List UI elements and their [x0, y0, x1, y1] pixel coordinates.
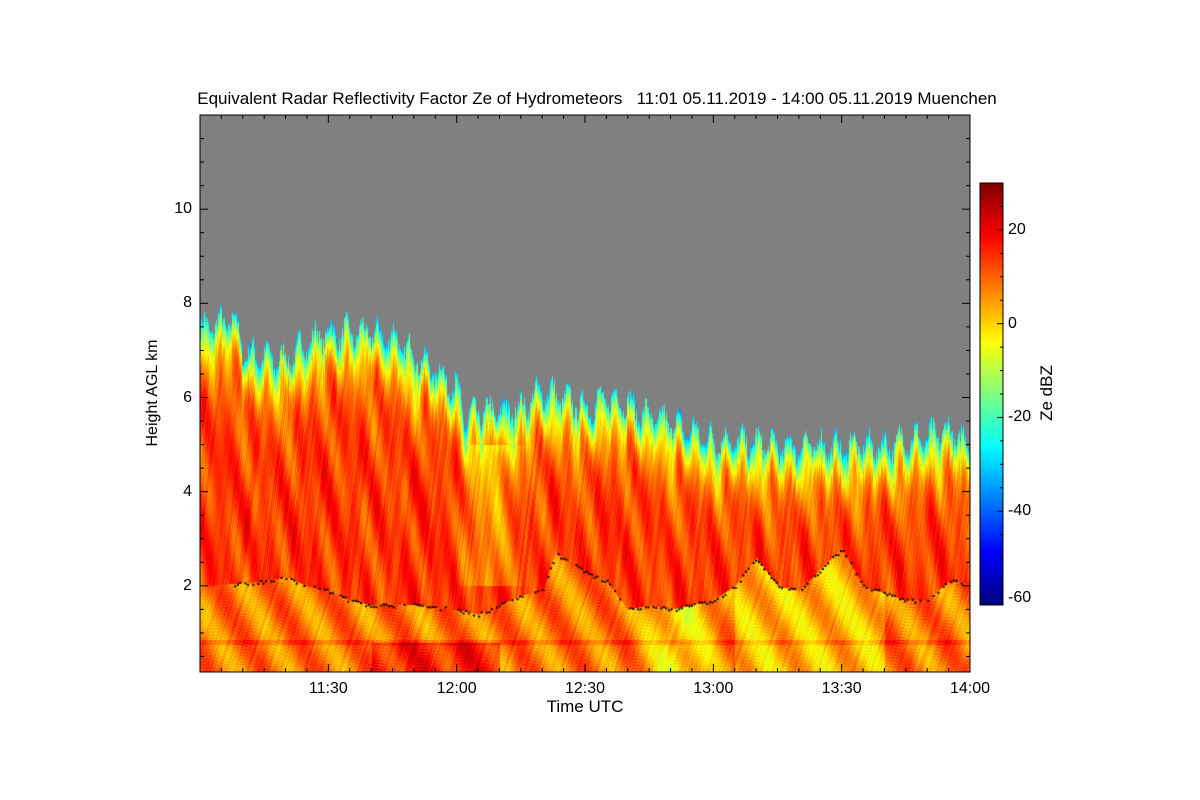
x-tick-label: 13:00 [693, 680, 734, 697]
reflectivity-heatmap [200, 115, 970, 672]
y-tick-label: 8 [183, 294, 192, 312]
colorbar [980, 183, 1003, 605]
colorbar-tick-label: -60 [1008, 589, 1032, 606]
colorbar-tick-label: -40 [1008, 502, 1032, 520]
x-axis-label: Time UTC [546, 697, 624, 716]
y-tick-label: 4 [183, 482, 192, 500]
x-tick-label: 11:30 [308, 680, 348, 697]
colorbar-tick-label: -20 [1008, 408, 1032, 426]
y-tick-label: 10 [174, 200, 192, 218]
colorbar-tick-label: 0 [1008, 314, 1017, 332]
x-tick-label: 13:30 [821, 680, 862, 697]
plot-frame [199, 114, 971, 673]
x-tick-label: 12:30 [564, 680, 606, 697]
colorbar-label: Ze dBZ [1037, 365, 1056, 421]
chart-title: Equivalent Radar Reflectivity Factor Ze … [0, 89, 1200, 109]
colorbar-frame [979, 182, 1004, 606]
chart-title-text: Equivalent Radar Reflectivity Factor Ze … [197, 89, 997, 108]
colorbar-tick-label: 20 [1008, 220, 1026, 238]
y-tick-label: 2 [183, 576, 192, 594]
x-tick-label: 12:00 [436, 680, 477, 697]
y-axis-label: Height AGL km [144, 339, 161, 447]
y-tick-label: 6 [183, 388, 192, 406]
x-tick-label: 14:00 [949, 680, 991, 697]
